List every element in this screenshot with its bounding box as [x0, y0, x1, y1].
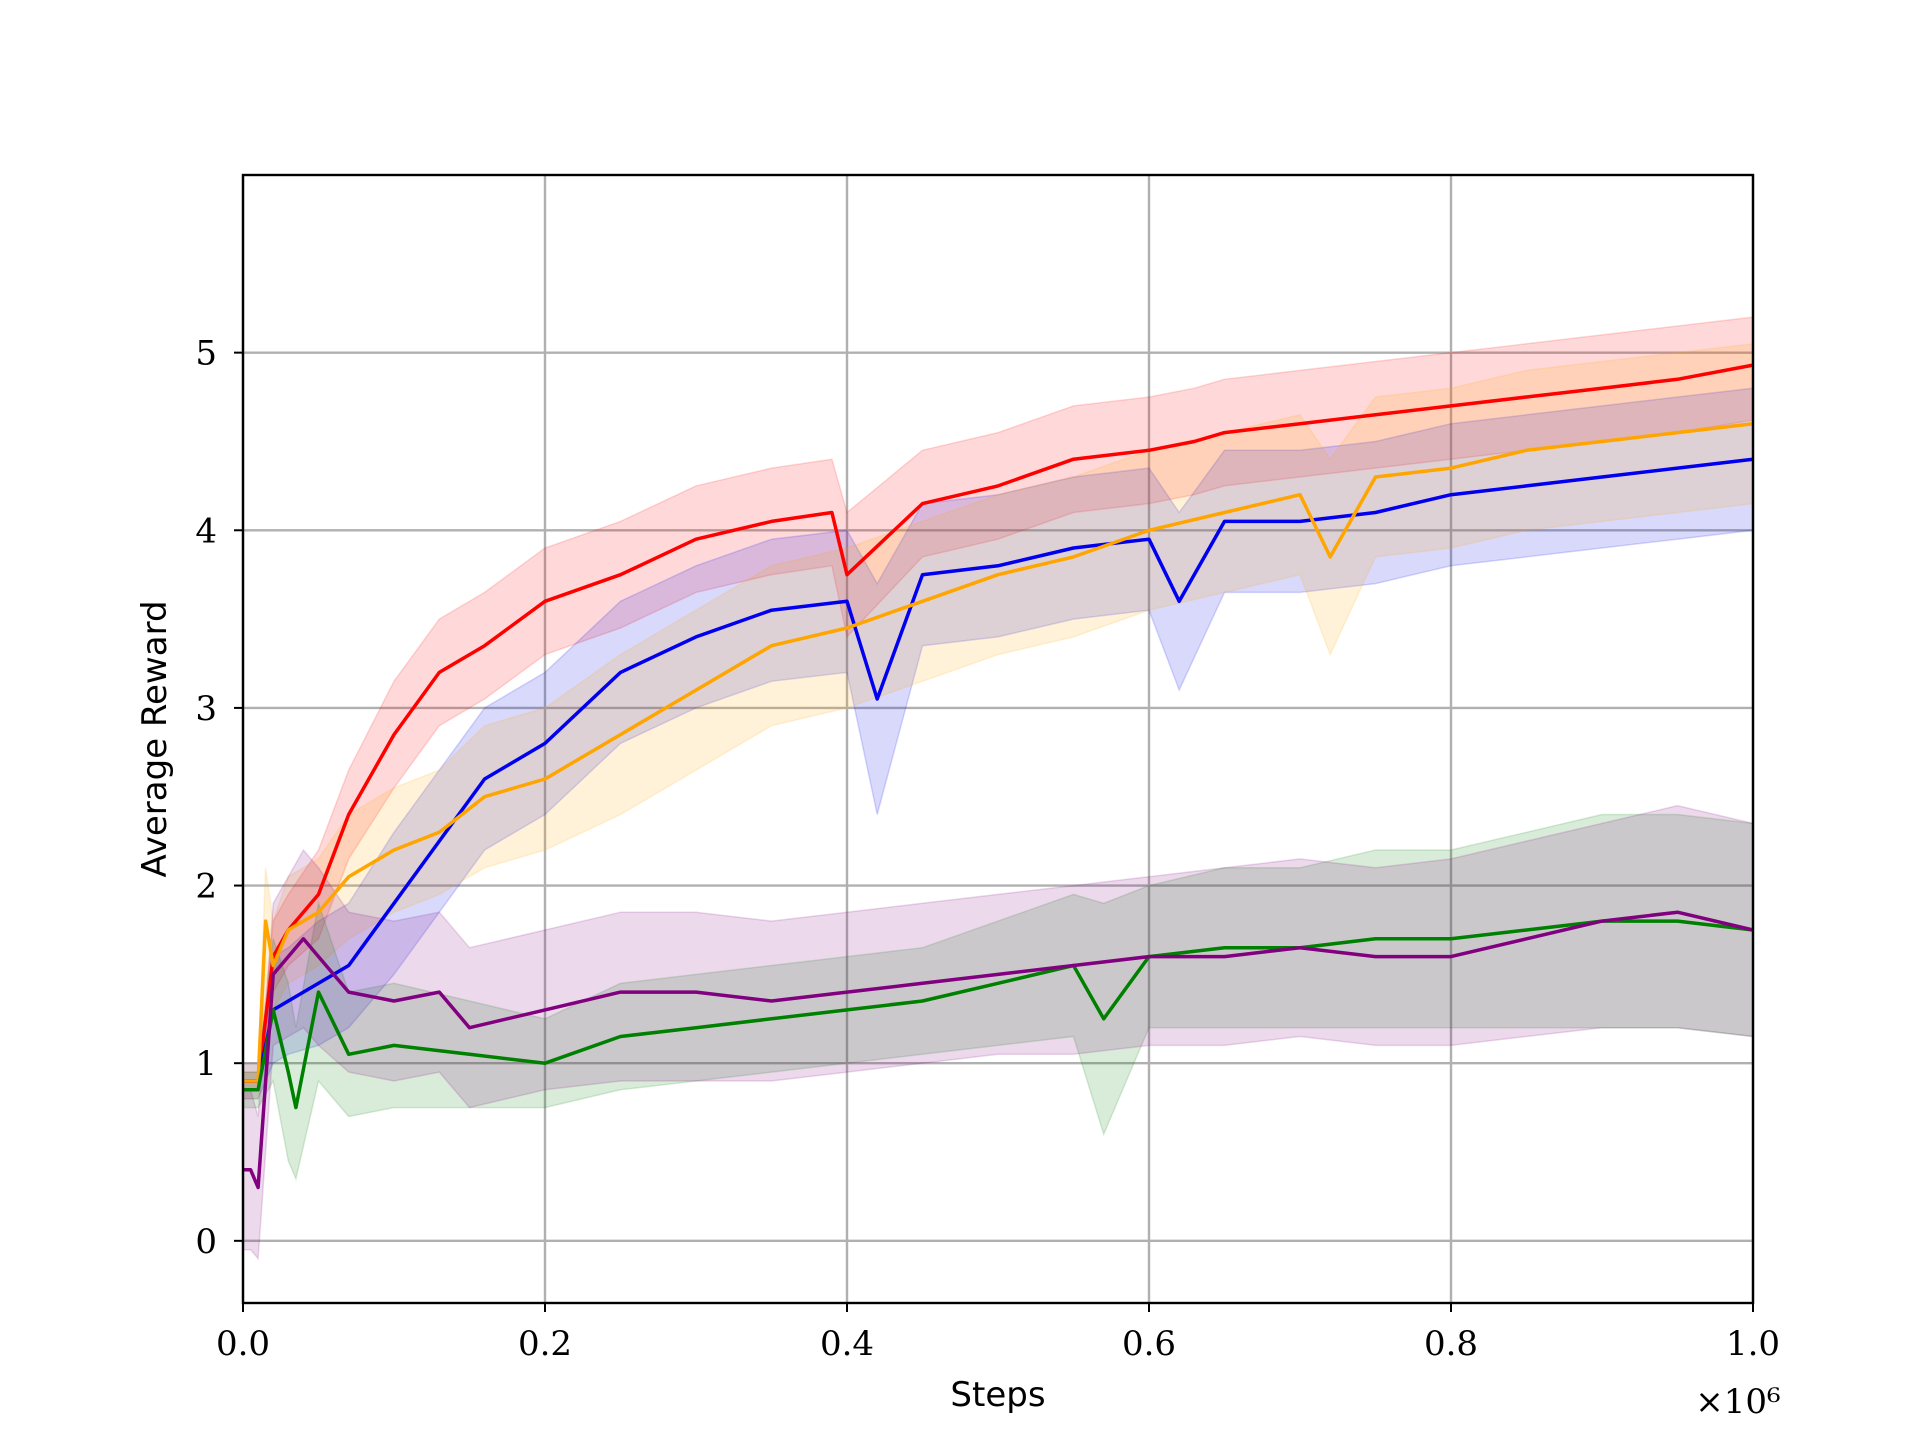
- x-tick-label: 0.4: [820, 1324, 874, 1364]
- y-tick-label: 3: [195, 689, 217, 729]
- series-3-line: [243, 421, 1754, 1083]
- series-5-line: [243, 910, 1754, 1190]
- y-tick-label: 1: [195, 1044, 217, 1084]
- y-axis-label: Average Reward: [135, 600, 175, 877]
- x-tick-label: 0.6: [1122, 1324, 1176, 1364]
- y-axis-ticks: 0 1 2 3 4 5: [195, 334, 243, 1262]
- series-lines: [243, 363, 1754, 1190]
- y-tick-label: 0: [195, 1222, 217, 1262]
- series-1-line: [243, 363, 1754, 1083]
- y-tick-label: 2: [195, 867, 217, 907]
- y-tick-label: 4: [195, 511, 217, 551]
- x-tick-label: 0.2: [518, 1324, 572, 1364]
- x-axis-ticks: 0.0 0.2 0.4 0.6 0.8 1.0: [216, 1303, 1780, 1364]
- plot-frame: [241, 173, 1755, 1305]
- x-tick-label: 0.8: [1424, 1324, 1478, 1364]
- x-axis-label: Steps: [950, 1375, 1045, 1415]
- x-tick-label: 0.0: [216, 1324, 270, 1364]
- x-scale-multiplier: ×10⁶: [1695, 1382, 1780, 1422]
- x-tick-label: 1.0: [1726, 1324, 1780, 1364]
- series-4-line: [243, 919, 1754, 1110]
- confidence-bands: [242, 316, 1754, 1261]
- y-tick-label: 5: [195, 334, 217, 374]
